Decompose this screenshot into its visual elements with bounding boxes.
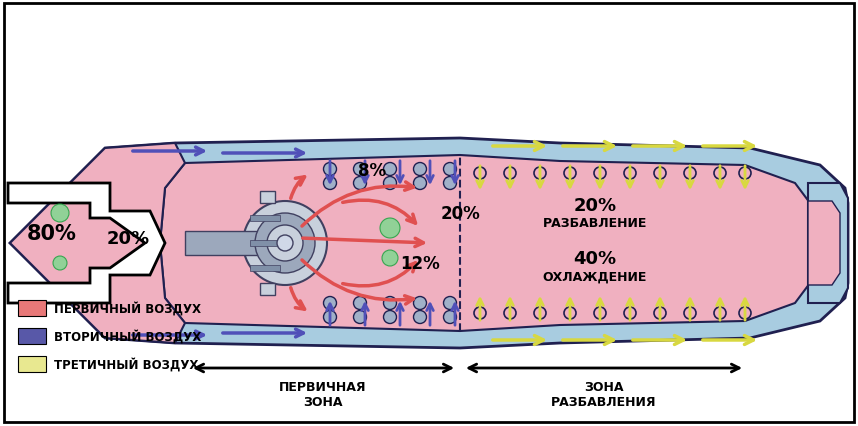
Circle shape	[444, 311, 456, 324]
Text: 20%: 20%	[573, 196, 617, 215]
Circle shape	[277, 236, 293, 251]
Text: ОХЛАЖДЕНИЕ: ОХЛАЖДЕНИЕ	[543, 270, 647, 283]
Bar	[250, 240, 280, 246]
Circle shape	[243, 201, 327, 285]
Text: 20%: 20%	[106, 230, 149, 248]
Text: ЗОНА
РАЗБАВЛЕНИЯ: ЗОНА РАЗБАВЛЕНИЯ	[551, 380, 656, 408]
Bar	[185, 231, 270, 256]
Polygon shape	[10, 139, 848, 348]
Circle shape	[414, 297, 426, 310]
Polygon shape	[10, 144, 185, 343]
Text: 20%: 20%	[440, 204, 480, 222]
Circle shape	[353, 311, 366, 324]
Circle shape	[353, 297, 366, 310]
Text: 8%: 8%	[358, 161, 386, 180]
Circle shape	[323, 311, 336, 324]
Circle shape	[380, 219, 400, 239]
Circle shape	[384, 297, 396, 310]
Text: 80%: 80%	[27, 224, 77, 243]
Circle shape	[384, 163, 396, 176]
Circle shape	[444, 163, 456, 176]
Bar	[250, 265, 280, 271]
Text: 40%: 40%	[573, 249, 617, 268]
Circle shape	[323, 163, 336, 176]
Circle shape	[444, 177, 456, 190]
Circle shape	[384, 177, 396, 190]
Bar	[260, 283, 275, 295]
Text: ВТОРИЧНЫЙ ВОЗДУХ: ВТОРИЧНЫЙ ВОЗДУХ	[54, 329, 202, 343]
Circle shape	[53, 256, 67, 271]
Bar	[18, 300, 46, 316]
Circle shape	[353, 177, 366, 190]
Text: ПЕРВИЧНАЯ
ЗОНА: ПЕРВИЧНАЯ ЗОНА	[279, 380, 366, 408]
Circle shape	[384, 311, 396, 324]
Circle shape	[51, 204, 69, 222]
Polygon shape	[160, 155, 810, 331]
Text: РАЗБАВЛЕНИЕ: РАЗБАВЛЕНИЕ	[543, 217, 647, 230]
Text: ПЕРВИЧНЫЙ ВОЗДУХ: ПЕРВИЧНЫЙ ВОЗДУХ	[54, 301, 201, 315]
Polygon shape	[808, 201, 840, 285]
Bar	[250, 216, 280, 222]
Circle shape	[353, 163, 366, 176]
Circle shape	[382, 250, 398, 266]
Bar	[18, 356, 46, 372]
Circle shape	[414, 311, 426, 324]
Circle shape	[267, 225, 303, 262]
Text: 12%: 12%	[400, 254, 440, 272]
Polygon shape	[8, 184, 165, 303]
Bar	[260, 192, 275, 204]
Circle shape	[414, 177, 426, 190]
Circle shape	[414, 163, 426, 176]
Polygon shape	[808, 184, 848, 303]
Circle shape	[255, 213, 315, 273]
Circle shape	[323, 297, 336, 310]
Bar	[18, 328, 46, 344]
Circle shape	[444, 297, 456, 310]
Text: ТРЕТИЧНЫЙ ВОЗДУХ: ТРЕТИЧНЫЙ ВОЗДУХ	[54, 357, 198, 371]
Circle shape	[323, 177, 336, 190]
